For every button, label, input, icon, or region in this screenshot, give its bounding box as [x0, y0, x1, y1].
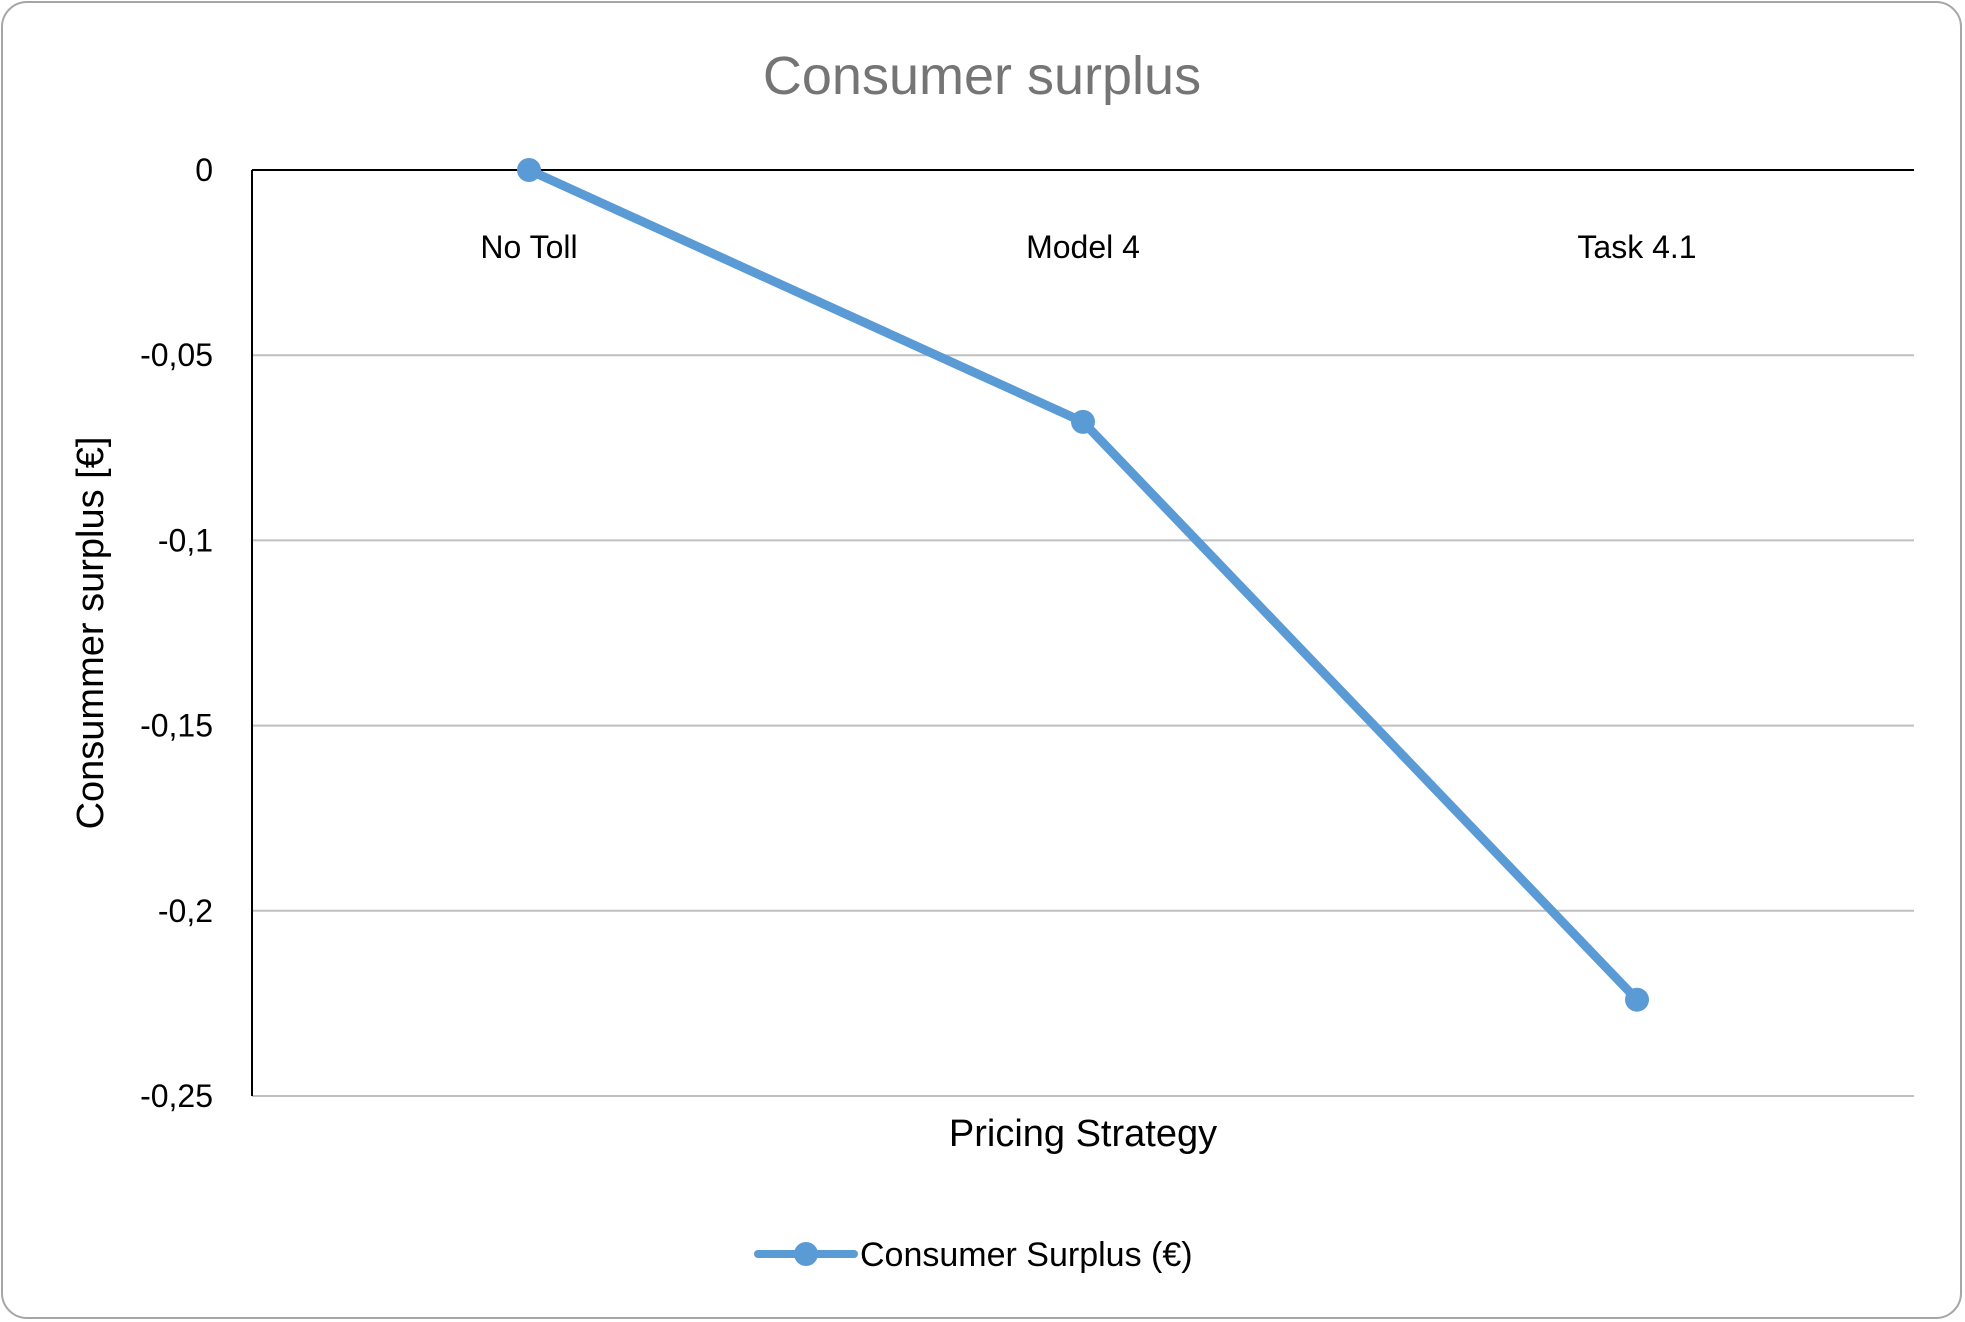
series-group	[517, 158, 1649, 1012]
legend-label: Consumer Surplus (€)	[860, 1236, 1193, 1274]
data-point	[1071, 409, 1095, 434]
y-tick-label: -0,2	[158, 893, 213, 929]
x-axis-ticks: No Toll Model 4 Task 4.1	[480, 229, 1696, 265]
y-tick-label: -0,15	[140, 708, 213, 744]
x-tick-label: No Toll	[480, 229, 577, 265]
y-axis-title: Consummer surplus [€]	[70, 437, 112, 830]
y-tick-label: -0,1	[158, 522, 213, 558]
x-tick-label: Model 4	[1026, 229, 1140, 265]
legend-marker-swatch	[794, 1242, 818, 1266]
legend: Consumer Surplus (€)	[754, 1236, 1193, 1274]
y-tick-label: -0,25	[140, 1078, 213, 1114]
chart-title: Consumer surplus	[763, 46, 1201, 106]
gridlines	[252, 354, 1914, 1097]
y-tick-label: 0	[195, 152, 213, 188]
y-axis-ticks: 0 -0,05 -0,1 -0,15 -0,2 -0,25	[140, 152, 213, 1114]
data-point	[1625, 987, 1649, 1012]
data-point	[517, 158, 541, 182]
x-tick-label: Task 4.1	[1577, 229, 1696, 265]
series-line	[524, 165, 1642, 1005]
x-axis-title: Pricing Strategy	[949, 1113, 1217, 1155]
y-tick-label: -0,05	[140, 337, 213, 373]
